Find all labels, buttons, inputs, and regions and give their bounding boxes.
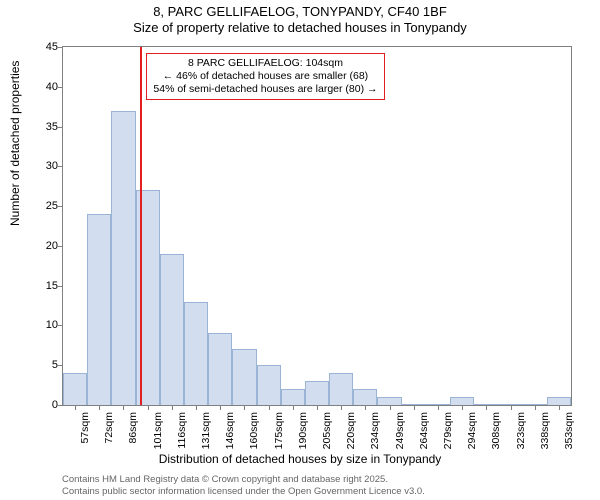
x-tick-mark xyxy=(486,406,487,410)
x-tick-mark xyxy=(196,406,197,410)
histogram-bar xyxy=(498,404,522,405)
y-tick-label: 0 xyxy=(28,399,58,411)
histogram-bar xyxy=(136,190,160,405)
x-tick-mark xyxy=(99,406,100,410)
x-tick-label: 131sqm xyxy=(200,412,212,456)
histogram-bar xyxy=(523,404,547,405)
annotation-line-3: 54% of semi-detached houses are larger (… xyxy=(153,83,377,96)
histogram-bar xyxy=(305,381,329,405)
plot-area: 8 PARC GELLIFAELOG: 104sqm ← 46% of deta… xyxy=(62,46,572,406)
x-axis-label: Distribution of detached houses by size … xyxy=(0,452,600,466)
x-tick-label: 220sqm xyxy=(345,412,357,456)
annotation-line-1: 8 PARC GELLIFAELOG: 104sqm xyxy=(153,57,377,70)
footer-line-2: Contains public sector information licen… xyxy=(62,486,425,498)
y-axis-label: Number of detached properties xyxy=(8,61,22,226)
x-tick-mark xyxy=(123,406,124,410)
histogram-bar xyxy=(353,389,377,405)
histogram-bar xyxy=(111,111,135,405)
histogram-bars xyxy=(63,47,571,405)
x-tick-mark xyxy=(75,406,76,410)
y-tick-label: 25 xyxy=(28,200,58,212)
x-tick-label: 234sqm xyxy=(369,412,381,456)
histogram-bar xyxy=(377,397,401,405)
x-tick-mark xyxy=(438,406,439,410)
x-tick-mark xyxy=(414,406,415,410)
histogram-bar xyxy=(87,214,111,405)
y-tick-label: 30 xyxy=(28,160,58,172)
x-tick-label: 57sqm xyxy=(79,412,91,456)
y-tick-label: 35 xyxy=(28,121,58,133)
x-tick-label: 308sqm xyxy=(490,412,502,456)
histogram-bar xyxy=(402,404,426,405)
x-tick-mark xyxy=(293,406,294,410)
histogram-bar xyxy=(281,389,305,405)
x-tick-label: 175sqm xyxy=(273,412,285,456)
x-tick-label: 264sqm xyxy=(418,412,430,456)
x-tick-label: 294sqm xyxy=(466,412,478,456)
histogram-bar xyxy=(547,397,571,405)
histogram-bar xyxy=(184,302,208,405)
histogram-bar xyxy=(160,254,184,405)
y-tick-label: 40 xyxy=(28,81,58,93)
x-tick-mark xyxy=(462,406,463,410)
title-line-1: 8, PARC GELLIFAELOG, TONYPANDY, CF40 1BF xyxy=(0,4,600,20)
x-tick-mark xyxy=(511,406,512,410)
x-tick-mark xyxy=(390,406,391,410)
x-tick-label: 353sqm xyxy=(563,412,575,456)
x-tick-label: 190sqm xyxy=(297,412,309,456)
x-tick-mark xyxy=(559,406,560,410)
annotation-box: 8 PARC GELLIFAELOG: 104sqm ← 46% of deta… xyxy=(146,53,384,100)
x-tick-mark xyxy=(148,406,149,410)
histogram-bar xyxy=(474,404,498,405)
x-tick-mark xyxy=(269,406,270,410)
x-tick-mark xyxy=(317,406,318,410)
histogram-bar xyxy=(329,373,353,405)
histogram-bar xyxy=(232,349,256,405)
x-tick-mark xyxy=(535,406,536,410)
x-tick-label: 323sqm xyxy=(515,412,527,456)
x-tick-label: 101sqm xyxy=(152,412,164,456)
x-tick-label: 338sqm xyxy=(539,412,551,456)
y-tick-label: 15 xyxy=(28,280,58,292)
histogram-bar xyxy=(208,333,232,405)
x-tick-label: 146sqm xyxy=(224,412,236,456)
x-tick-label: 72sqm xyxy=(103,412,115,456)
histogram-bar xyxy=(426,404,450,405)
x-tick-label: 279sqm xyxy=(442,412,454,456)
x-tick-label: 160sqm xyxy=(248,412,260,456)
x-tick-label: 249sqm xyxy=(394,412,406,456)
x-tick-mark xyxy=(341,406,342,410)
y-tick-label: 45 xyxy=(28,41,58,53)
footer-line-1: Contains HM Land Registry data © Crown c… xyxy=(62,474,425,486)
y-tick-label: 10 xyxy=(28,319,58,331)
x-tick-label: 116sqm xyxy=(176,412,188,456)
x-tick-mark xyxy=(220,406,221,410)
x-tick-mark xyxy=(172,406,173,410)
x-tick-label: 205sqm xyxy=(321,412,333,456)
x-tick-label: 86sqm xyxy=(127,412,139,456)
histogram-bar xyxy=(63,373,87,405)
histogram-bar xyxy=(257,365,281,405)
annotation-line-2: ← 46% of detached houses are smaller (68… xyxy=(153,70,377,83)
footer-attribution: Contains HM Land Registry data © Crown c… xyxy=(62,474,425,498)
histogram-bar xyxy=(450,397,474,405)
y-tick-label: 20 xyxy=(28,240,58,252)
y-tick-label: 5 xyxy=(28,359,58,371)
x-tick-mark xyxy=(365,406,366,410)
title-line-2: Size of property relative to detached ho… xyxy=(0,20,600,36)
x-tick-mark xyxy=(244,406,245,410)
chart-title: 8, PARC GELLIFAELOG, TONYPANDY, CF40 1BF… xyxy=(0,0,600,37)
property-marker-line xyxy=(140,47,142,405)
